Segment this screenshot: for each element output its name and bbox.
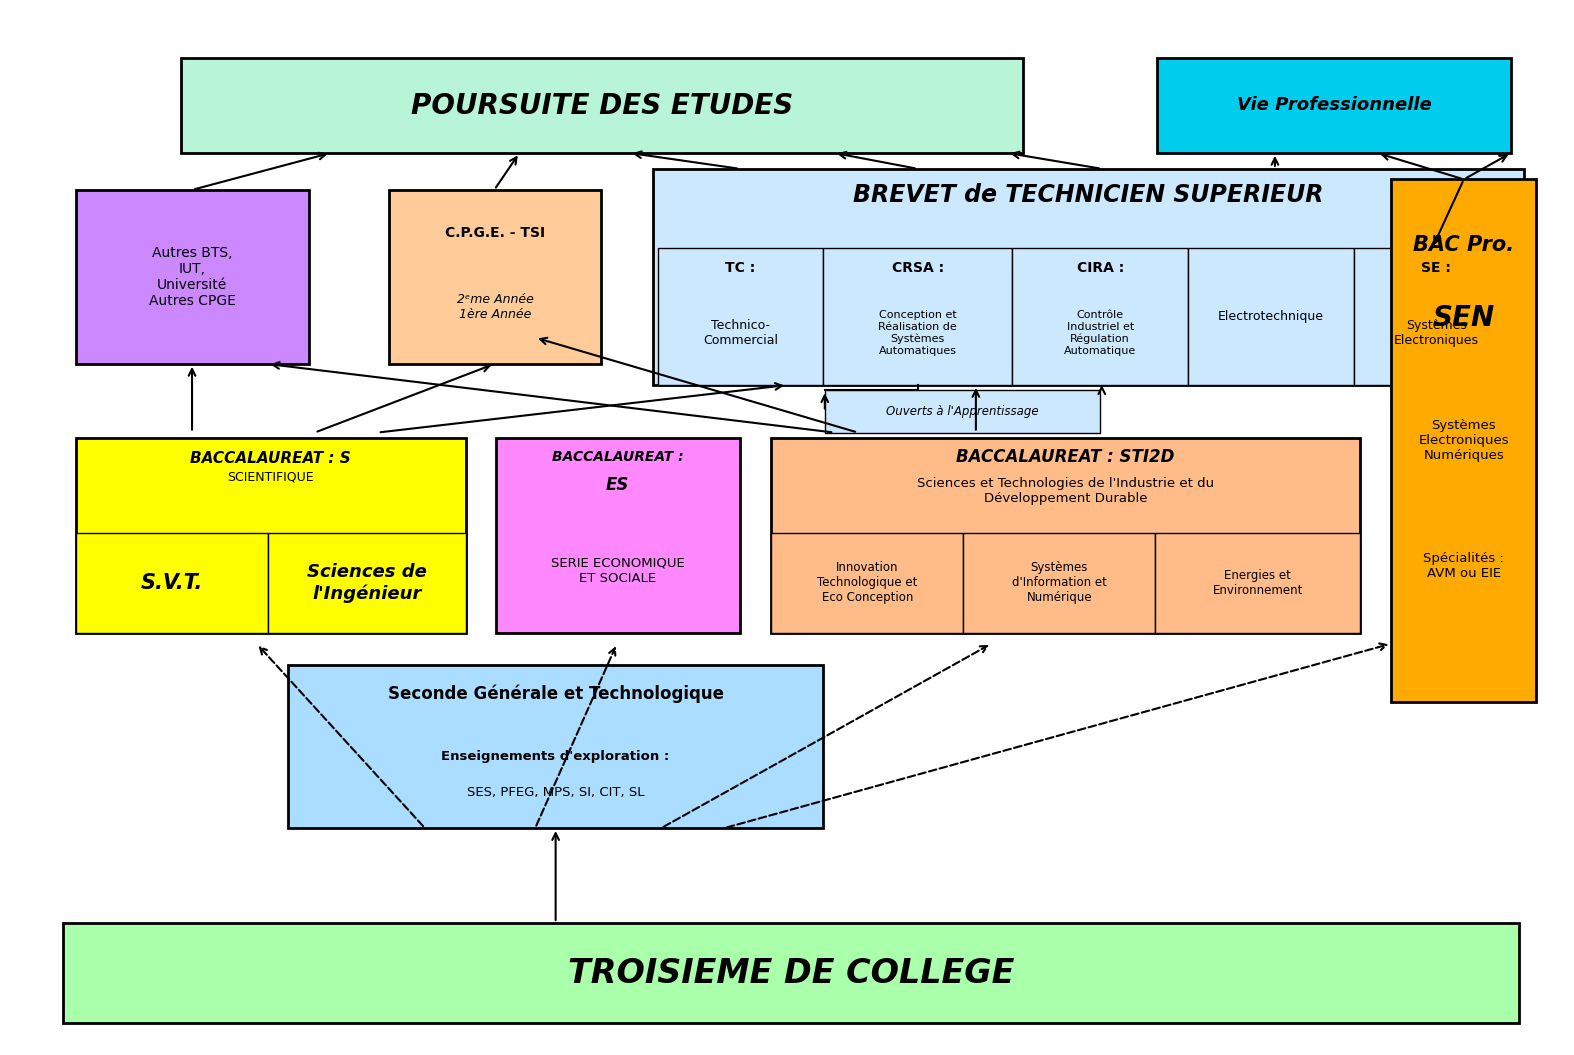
FancyBboxPatch shape: [1012, 248, 1188, 385]
Text: ES: ES: [606, 476, 630, 494]
Text: S.V.T.: S.V.T.: [140, 573, 203, 593]
FancyBboxPatch shape: [963, 533, 1155, 633]
Text: TROISIEME DE COLLEGE: TROISIEME DE COLLEGE: [568, 957, 1014, 990]
FancyBboxPatch shape: [389, 190, 601, 364]
Text: Systèmes
Electroniques
Numériques: Systèmes Electroniques Numériques: [1418, 419, 1509, 462]
FancyBboxPatch shape: [1354, 248, 1519, 385]
Text: Energies et
Environnement: Energies et Environnement: [1212, 569, 1303, 597]
FancyBboxPatch shape: [1157, 58, 1511, 153]
Text: Vie Professionnelle: Vie Professionnelle: [1237, 96, 1431, 115]
Text: C.P.G.E. - TSI: C.P.G.E. - TSI: [445, 227, 545, 241]
FancyBboxPatch shape: [771, 533, 963, 633]
FancyBboxPatch shape: [181, 58, 1023, 153]
Text: BACCALAUREAT : STI2D: BACCALAUREAT : STI2D: [957, 448, 1174, 466]
Text: SES, PFEG, MPS, SI, CIT, SL: SES, PFEG, MPS, SI, CIT, SL: [467, 786, 644, 799]
Text: CIRA :: CIRA :: [1077, 262, 1124, 275]
FancyBboxPatch shape: [268, 533, 466, 633]
Text: Technico-
Commercial: Technico- Commercial: [704, 319, 778, 347]
FancyBboxPatch shape: [76, 190, 309, 364]
Text: SERIE ECONOMIQUE
ET SOCIALE: SERIE ECONOMIQUE ET SOCIALE: [551, 557, 685, 584]
Text: Spécialités :
AVM ou EIE: Spécialités : AVM ou EIE: [1423, 552, 1505, 580]
FancyBboxPatch shape: [1155, 533, 1360, 633]
Text: Systèmes
Electroniques: Systèmes Electroniques: [1393, 319, 1480, 347]
Text: Autres BTS,
IUT,
Université
Autres CPGE: Autres BTS, IUT, Université Autres CPGE: [148, 246, 236, 308]
Text: BREVET de TECHNICIEN SUPERIEUR: BREVET de TECHNICIEN SUPERIEUR: [853, 183, 1324, 207]
Text: SE :: SE :: [1421, 262, 1451, 275]
FancyBboxPatch shape: [1391, 179, 1536, 702]
Text: POURSUITE DES ETUDES: POURSUITE DES ETUDES: [411, 92, 793, 119]
FancyBboxPatch shape: [288, 665, 823, 828]
Text: Electrotechnique: Electrotechnique: [1218, 310, 1324, 323]
Text: Enseignements d'exploration :: Enseignements d'exploration :: [441, 750, 671, 763]
FancyBboxPatch shape: [76, 533, 268, 633]
FancyBboxPatch shape: [63, 923, 1519, 1023]
FancyBboxPatch shape: [653, 169, 1524, 385]
Text: Innovation
Technologique et
Eco Conception: Innovation Technologique et Eco Concepti…: [817, 561, 918, 605]
Text: Sciences et Technologies de l'Industrie et du
Développement Durable: Sciences et Technologies de l'Industrie …: [918, 477, 1214, 504]
Text: TC :: TC :: [726, 262, 756, 275]
FancyBboxPatch shape: [771, 438, 1360, 633]
FancyBboxPatch shape: [823, 248, 1012, 385]
Text: BAC Pro.: BAC Pro.: [1413, 234, 1514, 254]
Text: Ouverts à l'Apprentissage: Ouverts à l'Apprentissage: [886, 405, 1039, 418]
FancyBboxPatch shape: [658, 248, 823, 385]
FancyBboxPatch shape: [76, 438, 466, 633]
Text: SCIENTIFIQUE: SCIENTIFIQUE: [227, 471, 315, 483]
Text: Conception et
Réalisation de
Systèmes
Automatiques: Conception et Réalisation de Systèmes Au…: [878, 310, 957, 356]
FancyBboxPatch shape: [825, 390, 1100, 433]
FancyBboxPatch shape: [496, 438, 740, 633]
Text: SEN: SEN: [1432, 304, 1495, 331]
Text: Contrôle
Industriel et
Régulation
Automatique: Contrôle Industriel et Régulation Automa…: [1064, 310, 1136, 356]
Text: BACCALAUREAT : S: BACCALAUREAT : S: [190, 450, 351, 466]
Text: Sciences de
l'Ingénieur: Sciences de l'Ingénieur: [307, 563, 427, 602]
Text: Systèmes
d'Information et
Numérique: Systèmes d'Information et Numérique: [1012, 561, 1107, 605]
Text: BACCALAUREAT :: BACCALAUREAT :: [552, 450, 683, 464]
Text: Seconde Générale et Technologique: Seconde Générale et Technologique: [387, 685, 724, 704]
FancyBboxPatch shape: [1188, 248, 1354, 385]
Text: 2ᵉme Année
1ère Année: 2ᵉme Année 1ère Année: [456, 292, 534, 321]
Text: CRSA :: CRSA :: [891, 262, 944, 275]
